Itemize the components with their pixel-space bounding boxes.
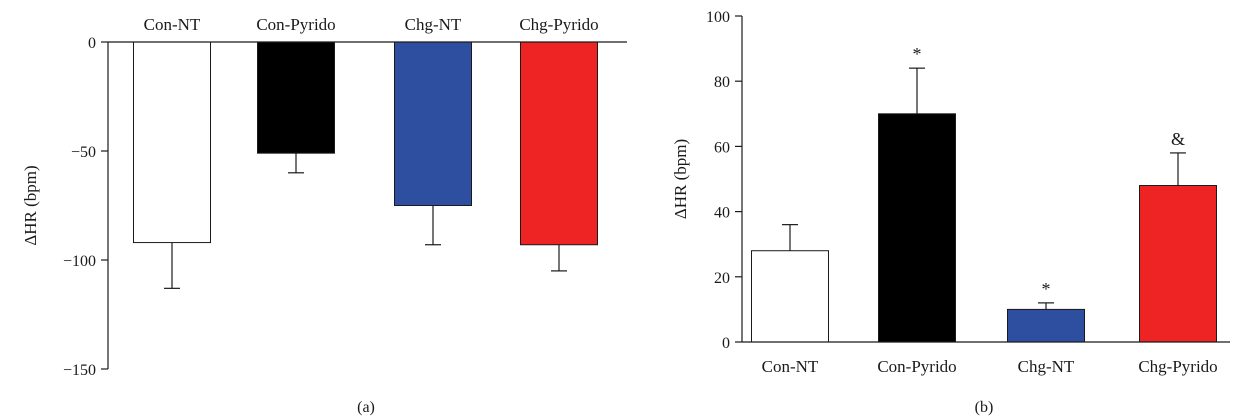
y-axis-title: ΔHR (bpm) <box>21 165 40 245</box>
y-tick-label: 80 <box>714 74 730 91</box>
category-label: Chg-Pyrido <box>519 15 598 34</box>
category-label: Chg-NT <box>1018 357 1075 376</box>
y-tick-label: −100 <box>63 253 96 270</box>
bar-chg-pyrido <box>520 41 598 246</box>
category-label: Con-NT <box>144 15 201 34</box>
category-label: Con-NT <box>762 357 819 376</box>
y-tick-label: 20 <box>714 270 730 287</box>
significance-marker: * <box>913 44 922 64</box>
bar-con-pyrido <box>257 41 335 154</box>
panel-label: (a) <box>357 399 375 416</box>
bar-chg-nt <box>1007 308 1085 343</box>
y-axis-title: ΔHR (bpm) <box>671 139 690 219</box>
category-label: Con-Pyrido <box>877 357 956 376</box>
bar-con-pyrido <box>878 113 956 343</box>
y-tick-label: 40 <box>714 205 730 222</box>
bar-con-nt <box>751 250 829 343</box>
y-tick-label: 0 <box>88 35 96 52</box>
chart-panel-b: Con-NT * Con-Pyrido * Chg-NT & Chg-Pyrido 0 20 40… <box>671 9 1230 416</box>
category-label: Chg-NT <box>405 15 462 34</box>
chart-panel-a: Con-NT Con-Pyrido Chg-NT Chg-Pyrido 0 −50 −100… <box>21 15 627 416</box>
y-tick-label: −150 <box>63 362 96 379</box>
y-tick-label: 60 <box>714 139 730 156</box>
bar-con-nt <box>133 41 211 244</box>
significance-marker: * <box>1042 279 1051 299</box>
y-tick-label: 0 <box>722 335 730 352</box>
category-label: Con-Pyrido <box>256 15 335 34</box>
category-label: Chg-Pyrido <box>1138 357 1217 376</box>
y-tick-label: 100 <box>706 9 730 26</box>
y-tick-label: −50 <box>71 144 96 161</box>
significance-marker: & <box>1171 129 1185 149</box>
bar-chg-nt <box>394 41 472 206</box>
bar-chg-pyrido <box>1139 185 1217 343</box>
panel-label: (b) <box>975 399 994 416</box>
